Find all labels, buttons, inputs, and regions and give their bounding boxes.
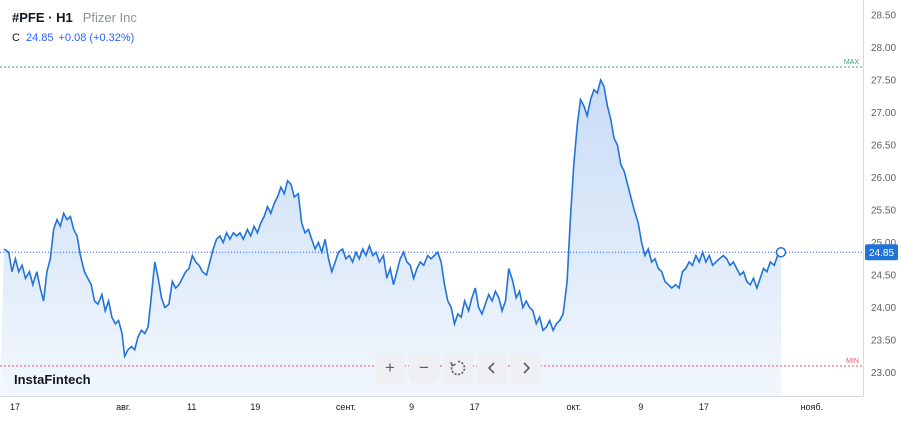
y-tick-label: 27.50 [871, 76, 896, 87]
brand-logo: InstaFintech [14, 372, 91, 387]
y-tick-label: 28.50 [871, 11, 896, 22]
plus-icon: + [385, 358, 395, 377]
symbol-ticker: #PFE · H1 [12, 10, 73, 25]
y-tick-label: 28.00 [871, 43, 896, 54]
chevron-left-icon [487, 362, 495, 374]
x-tick-label: 9 [409, 402, 414, 412]
y-tick-label: 23.50 [871, 336, 896, 347]
scroll-forward-button[interactable] [511, 353, 541, 383]
close-label: C [12, 32, 20, 44]
symbol-header: #PFE · H1 Pfizer Inc [12, 10, 137, 25]
scroll-back-button[interactable] [477, 353, 507, 383]
chevron-right-icon [523, 362, 531, 374]
x-tick-label: авг. [116, 402, 130, 412]
x-tick-label: 9 [638, 402, 643, 412]
y-tick-label: 24.00 [871, 303, 896, 314]
y-tick-label: 26.50 [871, 141, 896, 152]
y-axis: 28.50 28.00 27.50 27.00 26.50 26.00 25.50 25.00… [871, 11, 896, 380]
y-tick-label: 24.50 [871, 271, 896, 282]
zoom-out-button[interactable]: − [409, 353, 439, 383]
company-name: Pfizer Inc [82, 10, 137, 25]
x-tick-label: окт. [567, 402, 582, 412]
zoom-in-button[interactable]: + [375, 353, 405, 383]
y-tick-label: 27.00 [871, 108, 896, 119]
price-line [3, 77, 782, 360]
y-tick-label: 23.00 [871, 368, 896, 379]
min-label: MIN [846, 358, 859, 365]
reset-button[interactable] [443, 353, 473, 383]
price-area [0, 80, 781, 396]
y-tick-label: 26.00 [871, 173, 896, 184]
y-tick-label: 25.50 [871, 206, 896, 217]
current-price-box [865, 244, 898, 261]
quote-line: C 24.85 +0.08 (+0.32%) [12, 32, 139, 44]
x-tick-label: нояб. [801, 402, 824, 412]
minus-icon: − [419, 358, 429, 377]
y-tick-label: 25.00 [871, 238, 896, 249]
x-axis: 17 авг. 11 19 сент. 9 17 окт. 9 17 нояб. [10, 402, 823, 412]
chart-toolbar: + − [375, 353, 541, 383]
x-tick-label: 17 [10, 402, 20, 412]
x-tick-label: сент. [336, 402, 356, 412]
x-tick-label: 19 [250, 402, 260, 412]
x-tick-label: 11 [187, 402, 196, 412]
close-value: 24.85 [25, 32, 54, 44]
max-label: MAX [844, 59, 860, 66]
price-change: +0.08 (+0.32%) [58, 32, 135, 44]
current-price-label: 24.85 [869, 248, 894, 259]
x-tick-label: 17 [699, 402, 709, 412]
x-tick-label: 17 [470, 402, 480, 412]
reset-icon [450, 360, 466, 376]
current-price-dot [775, 247, 787, 258]
